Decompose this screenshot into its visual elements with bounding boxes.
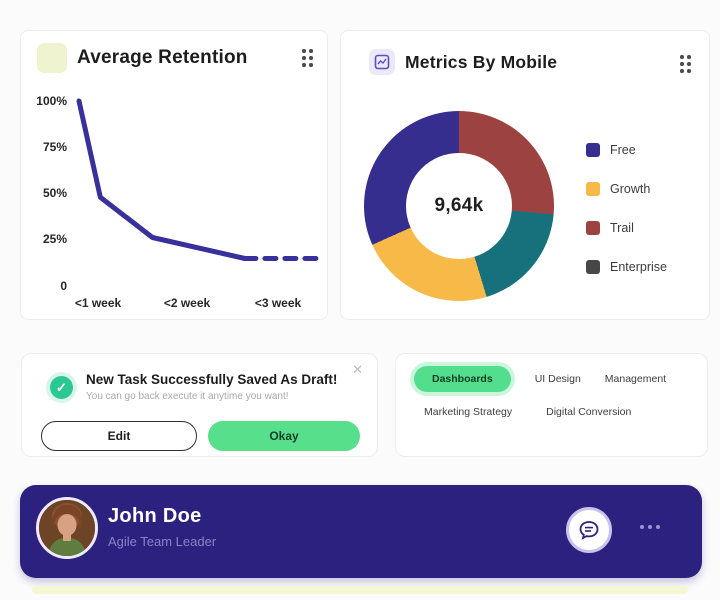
y-axis-tick: 75%: [42, 140, 67, 154]
metrics-card: Metrics By Mobile 9,64k Free Growth Trai…: [340, 30, 710, 320]
donut-center: 9,64k: [406, 153, 512, 259]
y-axis-tick: 100%: [36, 94, 67, 108]
donut-center-value: 9,64k: [434, 195, 484, 216]
edit-button[interactable]: Edit: [41, 421, 197, 451]
x-axis-tick: <1 week: [74, 296, 122, 310]
chat-button[interactable]: [566, 507, 612, 553]
legend-label: Trail: [610, 221, 634, 235]
retention-card-icon: [37, 43, 67, 73]
tag-digital-conversion[interactable]: Digital Conversion: [546, 406, 632, 418]
x-axis-tick: <3 week: [254, 296, 302, 310]
tag-ui-design[interactable]: UI Design: [534, 373, 581, 385]
legend-item-growth: Growth: [586, 182, 667, 196]
notification-subtitle: You can go back execute it anytime you w…: [86, 391, 289, 402]
tag-dashboards[interactable]: Dashboards: [414, 366, 511, 392]
legend-item-free: Free: [586, 143, 667, 157]
retention-card-title: Average Retention: [77, 47, 248, 68]
y-axis-tick: 25%: [42, 232, 67, 246]
y-axis-tick: 0: [60, 279, 67, 293]
success-check-icon: ✓: [50, 376, 73, 399]
check-glyph: ✓: [56, 379, 67, 395]
avatar: [36, 497, 98, 559]
metrics-card-icon: [369, 49, 395, 75]
retention-card-header: Average Retention: [37, 43, 248, 73]
y-axis-tick: 50%: [42, 186, 67, 200]
user-name: John Doe: [108, 505, 202, 527]
drag-handle-icon[interactable]: [680, 55, 691, 73]
legend-swatch: [586, 182, 600, 196]
legend-label: Free: [610, 143, 636, 157]
more-icon: [640, 525, 644, 529]
more-icon: [648, 525, 652, 529]
drag-handle-icon[interactable]: [302, 49, 313, 67]
bottom-accent-strip: [32, 586, 688, 594]
legend-item-enterprise: Enterprise: [586, 260, 667, 274]
notification-title: New Task Successfully Saved As Draft!: [86, 372, 338, 387]
tags-row-1: Dashboards UI Design Management: [414, 366, 666, 392]
tags-card: Dashboards UI Design Management Marketin…: [395, 353, 708, 457]
legend-label: Growth: [610, 182, 651, 196]
okay-button[interactable]: Okay: [208, 421, 360, 451]
more-icon: [656, 525, 660, 529]
chat-icon: [579, 521, 599, 540]
legend-swatch: [586, 221, 600, 235]
donut-legend: Free Growth Trail Enterprise: [586, 143, 667, 274]
retention-card: Average Retention 100% 75% 50% 25% 0 <1 …: [20, 30, 328, 320]
metrics-card-header: Metrics By Mobile: [369, 49, 557, 75]
donut-chart: 9,64k: [364, 111, 554, 301]
tags-row-2: Marketing Strategy Digital Conversion: [424, 406, 631, 418]
more-options-button[interactable]: [640, 525, 660, 529]
user-bar: John Doe Agile Team Leader: [20, 485, 702, 578]
tag-marketing-strategy[interactable]: Marketing Strategy: [424, 406, 513, 418]
metrics-card-title: Metrics By Mobile: [405, 51, 558, 72]
legend-item-trail: Trail: [586, 221, 667, 235]
chart-doc-icon: [374, 54, 390, 70]
x-axis-tick: <2 week: [163, 296, 211, 310]
notification-card: ✓ New Task Successfully Saved As Draft! …: [21, 353, 378, 457]
close-icon[interactable]: ✕: [352, 362, 363, 377]
legend-swatch: [586, 260, 600, 274]
legend-label: Enterprise: [610, 260, 667, 274]
avatar-image: [39, 500, 95, 556]
tag-management[interactable]: Management: [604, 373, 667, 385]
legend-swatch: [586, 143, 600, 157]
user-role: Agile Team Leader: [108, 534, 217, 549]
retention-line-chart: [76, 98, 319, 261]
